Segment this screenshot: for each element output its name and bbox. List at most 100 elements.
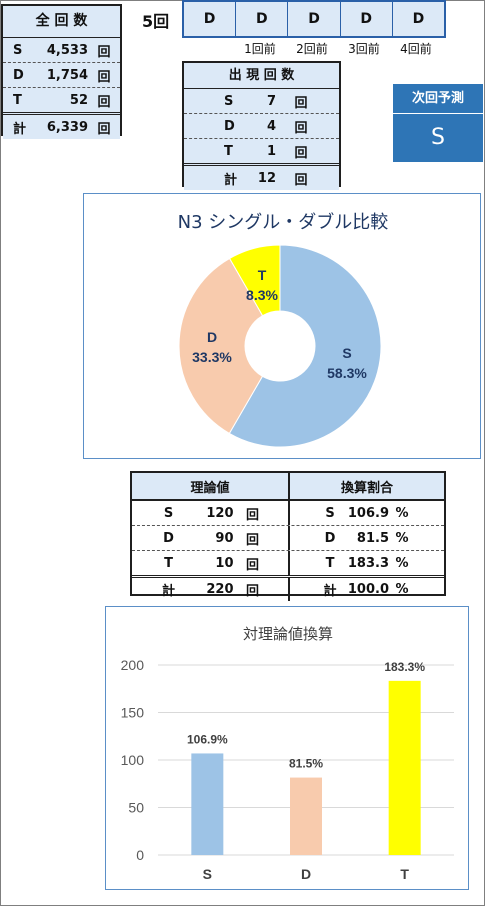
row-unit: 回 [97,121,111,137]
y-tick-label: 200 [121,657,145,673]
recent-draw-cell: D [184,2,237,36]
theory-row: S 120 回 S 106.9% [132,501,444,526]
x-category-label: T [400,866,409,882]
pie-chart-title: N3 シングル・ダブル比較 [177,212,389,233]
recent-draw-cell: D [236,2,289,36]
pie-chart-panel: N3 シングル・ダブル比較 S 58.3% D 33.3% T 8.3% [83,193,481,459]
theory-pct: % [395,555,409,571]
bar-data-label: 106.9% [187,732,228,746]
theory-header-left: 理論値 [132,473,290,499]
pie-slice-label: 33.3% [192,349,232,365]
row-type: D [224,118,235,134]
theory-ratio: 106.9 [347,505,389,521]
theory-ratio-cell: T 183.3% [290,551,444,575]
theory-unit: 回 [245,584,259,599]
theory-value: 10 [215,555,234,571]
recent-draw-label: 2回前 [296,42,328,56]
theory-ratio-cell: D 81.5% [290,526,444,550]
pie-slice-label: 8.3% [246,287,278,303]
theory-ratio: 81.5 [356,530,389,546]
appearance-row: T 1 回 [184,139,339,166]
theory-row: T 10 回 T 183.3% [132,551,444,578]
bar-data-label: 183.3% [384,660,425,674]
row-unit: 回 [294,95,308,111]
pie-chart: S 58.3% D 33.3% T 8.3% [178,244,382,448]
x-category-label: D [301,866,311,882]
row-type: S [224,93,234,109]
theory-type: D [163,530,174,546]
theory-value-cell: T 10 回 [132,551,290,575]
total-count-row: D 1,754 回 [3,63,120,88]
bar-d [290,777,322,855]
recent-label: 5回 [142,12,170,31]
row-type: T [224,143,233,159]
row-type: 計 [13,121,27,137]
recent-draw-labels: 1回前 2回前 3回前 4回前 [234,40,444,58]
prediction-title: 次回予測 [393,84,483,114]
row-unit: 回 [97,44,111,60]
appearance-title: 出 現 回 数 [184,63,339,89]
y-tick-label: 0 [136,847,144,863]
bar-chart-panel: 対理論値換算 0 50 100 150 200 106.9% S 81.5% D 183.3% T [105,606,469,890]
pie-slice-name: S [342,345,351,361]
row-type: S [13,42,23,58]
pie-slice-label: 58.3% [327,365,367,381]
theory-value-cell: 計 220 回 [132,578,290,601]
theory-ratio-cell: 計 100.0% [290,578,444,601]
row-type: T [13,92,22,108]
row-count: 1 [266,143,276,159]
theory-type: S [163,505,174,521]
bar-data-label: 81.5% [289,757,323,771]
row-unit: 回 [97,69,111,85]
row-count: 4 [266,118,276,134]
row-type: 計 [224,172,238,188]
theory-ratio: 100.0 [347,582,389,597]
row-count: 6,339 [46,119,88,135]
row-count: 1,754 [46,67,88,83]
appearance-table: 出 現 回 数 S 7 回 D 4 回 T 1 回計 12 回 [182,61,341,190]
y-tick-label: 100 [121,752,145,768]
theory-unit: 回 [245,507,259,523]
row-unit: 回 [97,94,111,110]
bar-chart: 0 50 100 150 200 106.9% S 81.5% D 183.3% T [121,657,454,882]
theory-pct: % [395,530,409,546]
pie-slice-name: T [258,267,267,283]
bar-t [388,680,421,855]
theory-type: 計 [323,584,337,599]
row-unit: 回 [294,172,308,188]
appearance-row: S 7 回 [184,89,339,114]
theory-type: D [324,530,336,546]
theory-table: 理論値 換算割合 S 120 回 S 106.9% D 90 回 D 81.5% T 10 回 T 183.… [130,471,446,601]
theory-value: 220 [206,582,234,597]
pie-slice-name: D [207,329,217,345]
theory-type: 計 [161,584,175,599]
total-count-row: 計 6,339 回 [3,115,120,139]
recent-draw-label: 3回前 [348,42,380,56]
row-count: 12 [257,170,276,186]
row-count: 4,533 [46,42,88,58]
theory-row: D 90 回 D 81.5% [132,526,444,551]
theory-value: 120 [206,505,234,521]
recent-draw-label: 1回前 [244,42,276,56]
theory-value-cell: D 90 回 [132,526,290,550]
row-unit: 回 [294,145,308,161]
theory-header-right: 換算割合 [290,473,444,499]
x-category-label: S [203,866,212,882]
theory-total-row: 計 220 回 計 100.0% [132,578,444,601]
theory-value: 90 [215,530,234,546]
theory-type: T [325,555,335,571]
prediction-value: S [393,113,483,162]
theory-ratio: 183.3 [347,555,389,571]
theory-unit: 回 [245,532,259,548]
theory-pct: % [395,582,409,597]
total-count-table: 全 回 数 S 4,533 回 D 1,754 回 T 52 回計 6,339 回 [1,4,122,139]
pie-slice-t [228,244,281,317]
recent-draw-cell: D [392,2,445,36]
total-count-row: T 52 回 [3,88,120,115]
theory-ratio-cell: S 106.9% [290,501,444,525]
appearance-row: 計 12 回 [184,166,339,190]
recent-draw-cell: D [340,2,393,36]
theory-value-cell: S 120 回 [132,501,290,525]
theory-pct: % [395,505,409,521]
